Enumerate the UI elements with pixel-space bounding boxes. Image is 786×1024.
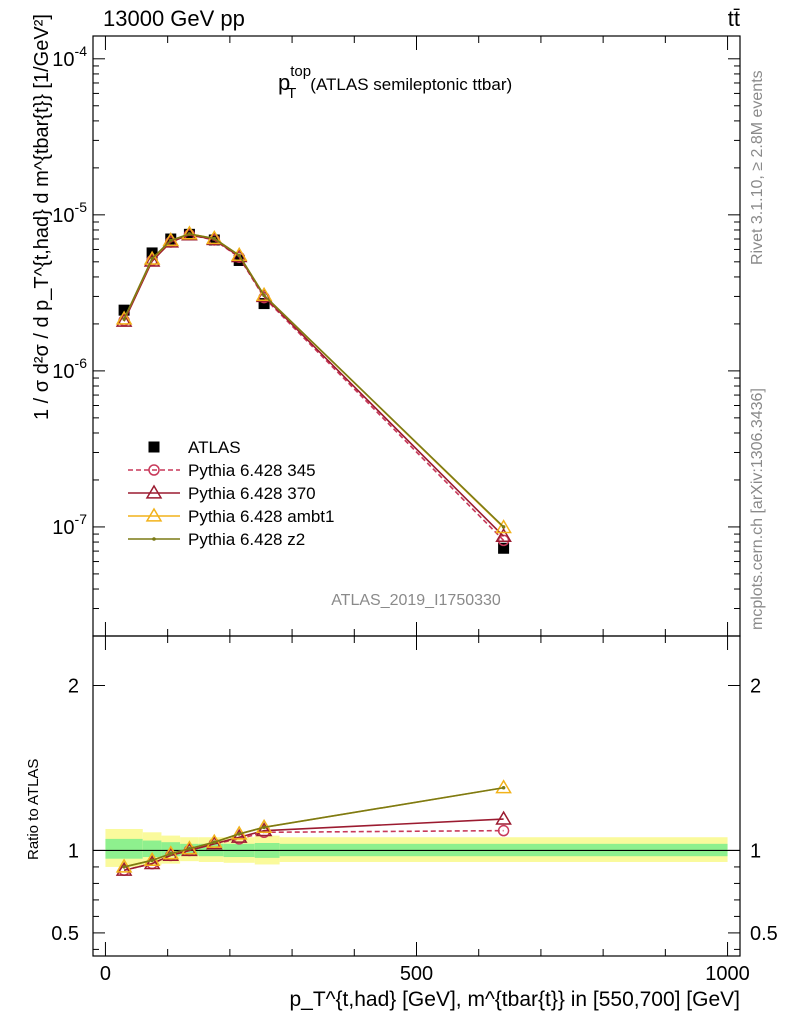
ratio-y-tick-label: 0.5 — [51, 923, 79, 945]
series-pythia-6-428-370-point — [115, 312, 133, 327]
series-pythia-6-428-z2-point — [150, 858, 154, 863]
legend-marker — [152, 537, 156, 541]
series-pythia-6-428-z2-point — [168, 851, 173, 856]
mcplots-label: mcplots.cern.ch [arXiv:1306.3436] — [749, 388, 766, 630]
ratio-y-ticks: 0.5 0.5 1 1 2 2 — [51, 675, 778, 950]
series-pythia-6-428-z2-point — [122, 317, 126, 321]
series-atlas-point — [258, 298, 270, 310]
series-pythia-6-428-z2-point — [237, 253, 241, 258]
series-pythia-6-428-345-point — [497, 824, 510, 837]
ratio-panel: Ratio to ATLAS 0.5 0.5 1 1 2 2 — [25, 635, 778, 957]
legend-label: Pythia 6.428 ambt1 — [188, 507, 334, 526]
series-pythia-6-428-z2-point — [212, 236, 217, 241]
series-pythia-6-428-z2-point — [187, 846, 192, 851]
rivet-label: Rivet 3.1.10, ≥ 2.8M events — [749, 70, 766, 265]
main-series — [115, 225, 512, 554]
process-label: tt̄ — [728, 6, 740, 31]
legend-label: Pythia 6.428 370 — [188, 484, 316, 503]
energy-label: 13000 GeV pp — [103, 6, 245, 31]
legend-marker — [145, 484, 163, 499]
series-pythia-6-428-ambt1-point — [230, 246, 248, 262]
ratio-band-inner — [142, 840, 162, 858]
series-pythia-6-428-z2-point — [150, 256, 154, 261]
y-tick-label: 10-4 — [52, 43, 87, 71]
ratio-y-tick-label-right: 1 — [750, 840, 761, 862]
legend: ATLAS Pythia 6.428 345 Pythia 6.428 370 Pyt… — [128, 438, 334, 549]
series-pythia-6-428-ambt1-point — [181, 225, 198, 240]
ratio-frame — [92, 635, 741, 957]
y-tick-label: 10-6 — [52, 355, 87, 383]
series-pythia-6-428-z2-point — [262, 293, 266, 298]
series-pythia-6-428-z2-point — [237, 832, 241, 836]
series-pythia-6-428-370-point — [115, 861, 133, 876]
y-tick-label: 10-7 — [52, 511, 87, 539]
ratio-y-tick-label: 1 — [68, 840, 79, 862]
x-tick-label: 500 — [400, 963, 433, 985]
analysis-label: ATLAS_2019_I1750330 — [331, 592, 501, 609]
main-panel: ptop T (ATLAS semileptonic ttbar) 1 / σ d²… — [31, 14, 741, 637]
series-pythia-6-428-370-point — [495, 810, 512, 825]
series-pythia-6-428-ambt1-point — [495, 779, 512, 794]
series-atlas-point — [118, 304, 130, 316]
series-pythia-6-428-z2-point — [122, 865, 126, 869]
series-pythia-6-428-370-point — [230, 828, 248, 843]
x-tick-label: 1000 — [705, 963, 750, 985]
y-axis-label: 1 / σ d²σ / d p_T^{t,had} d m^{tbar{t}} … — [31, 14, 53, 420]
series-pythia-6-428-370-point — [143, 855, 161, 870]
main-y-ticks: 10-7 10-6 10-5 10-4 — [52, 43, 740, 637]
series-pythia-6-428-ambt1-point — [115, 310, 133, 325]
ratio-y-tick-label: 2 — [68, 675, 79, 697]
series-pythia-6-428-z2-point — [212, 840, 217, 844]
series-pythia-6-428-ambt1-point — [495, 519, 512, 534]
series-pythia-6-428-370-point — [495, 527, 512, 543]
ratio-band-inner — [105, 838, 143, 859]
series-pythia-6-428-z2-line — [123, 233, 505, 528]
legend-marker — [148, 441, 160, 453]
series-pythia-6-428-z2-point — [187, 232, 192, 236]
plot-title: ptop T (ATLAS semileptonic ttbar) — [278, 63, 512, 102]
legend-label: ATLAS — [188, 438, 241, 457]
series-pythia-6-428-z2-point — [501, 525, 506, 529]
ratio-y-axis-label: Ratio to ATLAS — [25, 759, 42, 860]
legend-marker — [145, 507, 163, 522]
series-pythia-6-428-ambt1-point — [143, 250, 161, 265]
series-pythia-6-428-z2-point — [501, 785, 506, 790]
ratio-y-tick-label-right: 0.5 — [750, 923, 778, 945]
series-atlas-point — [498, 542, 510, 554]
series-pythia-6-428-ambt1-point — [255, 286, 273, 301]
legend-marker — [148, 464, 160, 476]
series-pythia-6-428-z2-line — [123, 786, 504, 868]
series-pythia-6-428-370-point — [162, 233, 180, 248]
legend-label: Pythia 6.428 z2 — [188, 530, 305, 549]
ratio-y-tick-label-right: 2 — [750, 675, 761, 697]
x-tick-label: 0 — [100, 963, 111, 985]
series-pythia-6-428-370-point — [143, 252, 161, 267]
series-pythia-6-428-370-point — [255, 822, 273, 837]
series-pythia-6-428-z2-point — [262, 825, 266, 830]
ratio-series — [115, 779, 512, 876]
x-axis-ticks: 0 500 1000 — [100, 36, 750, 985]
y-tick-label: 10-5 — [52, 199, 87, 227]
series-pythia-6-428-z2-point — [168, 238, 173, 243]
legend-label: Pythia 6.428 345 — [188, 461, 316, 480]
x-axis-label: p_T^{t,had} [GeV], m^{tbar{t}} in [550,7… — [289, 988, 740, 1011]
